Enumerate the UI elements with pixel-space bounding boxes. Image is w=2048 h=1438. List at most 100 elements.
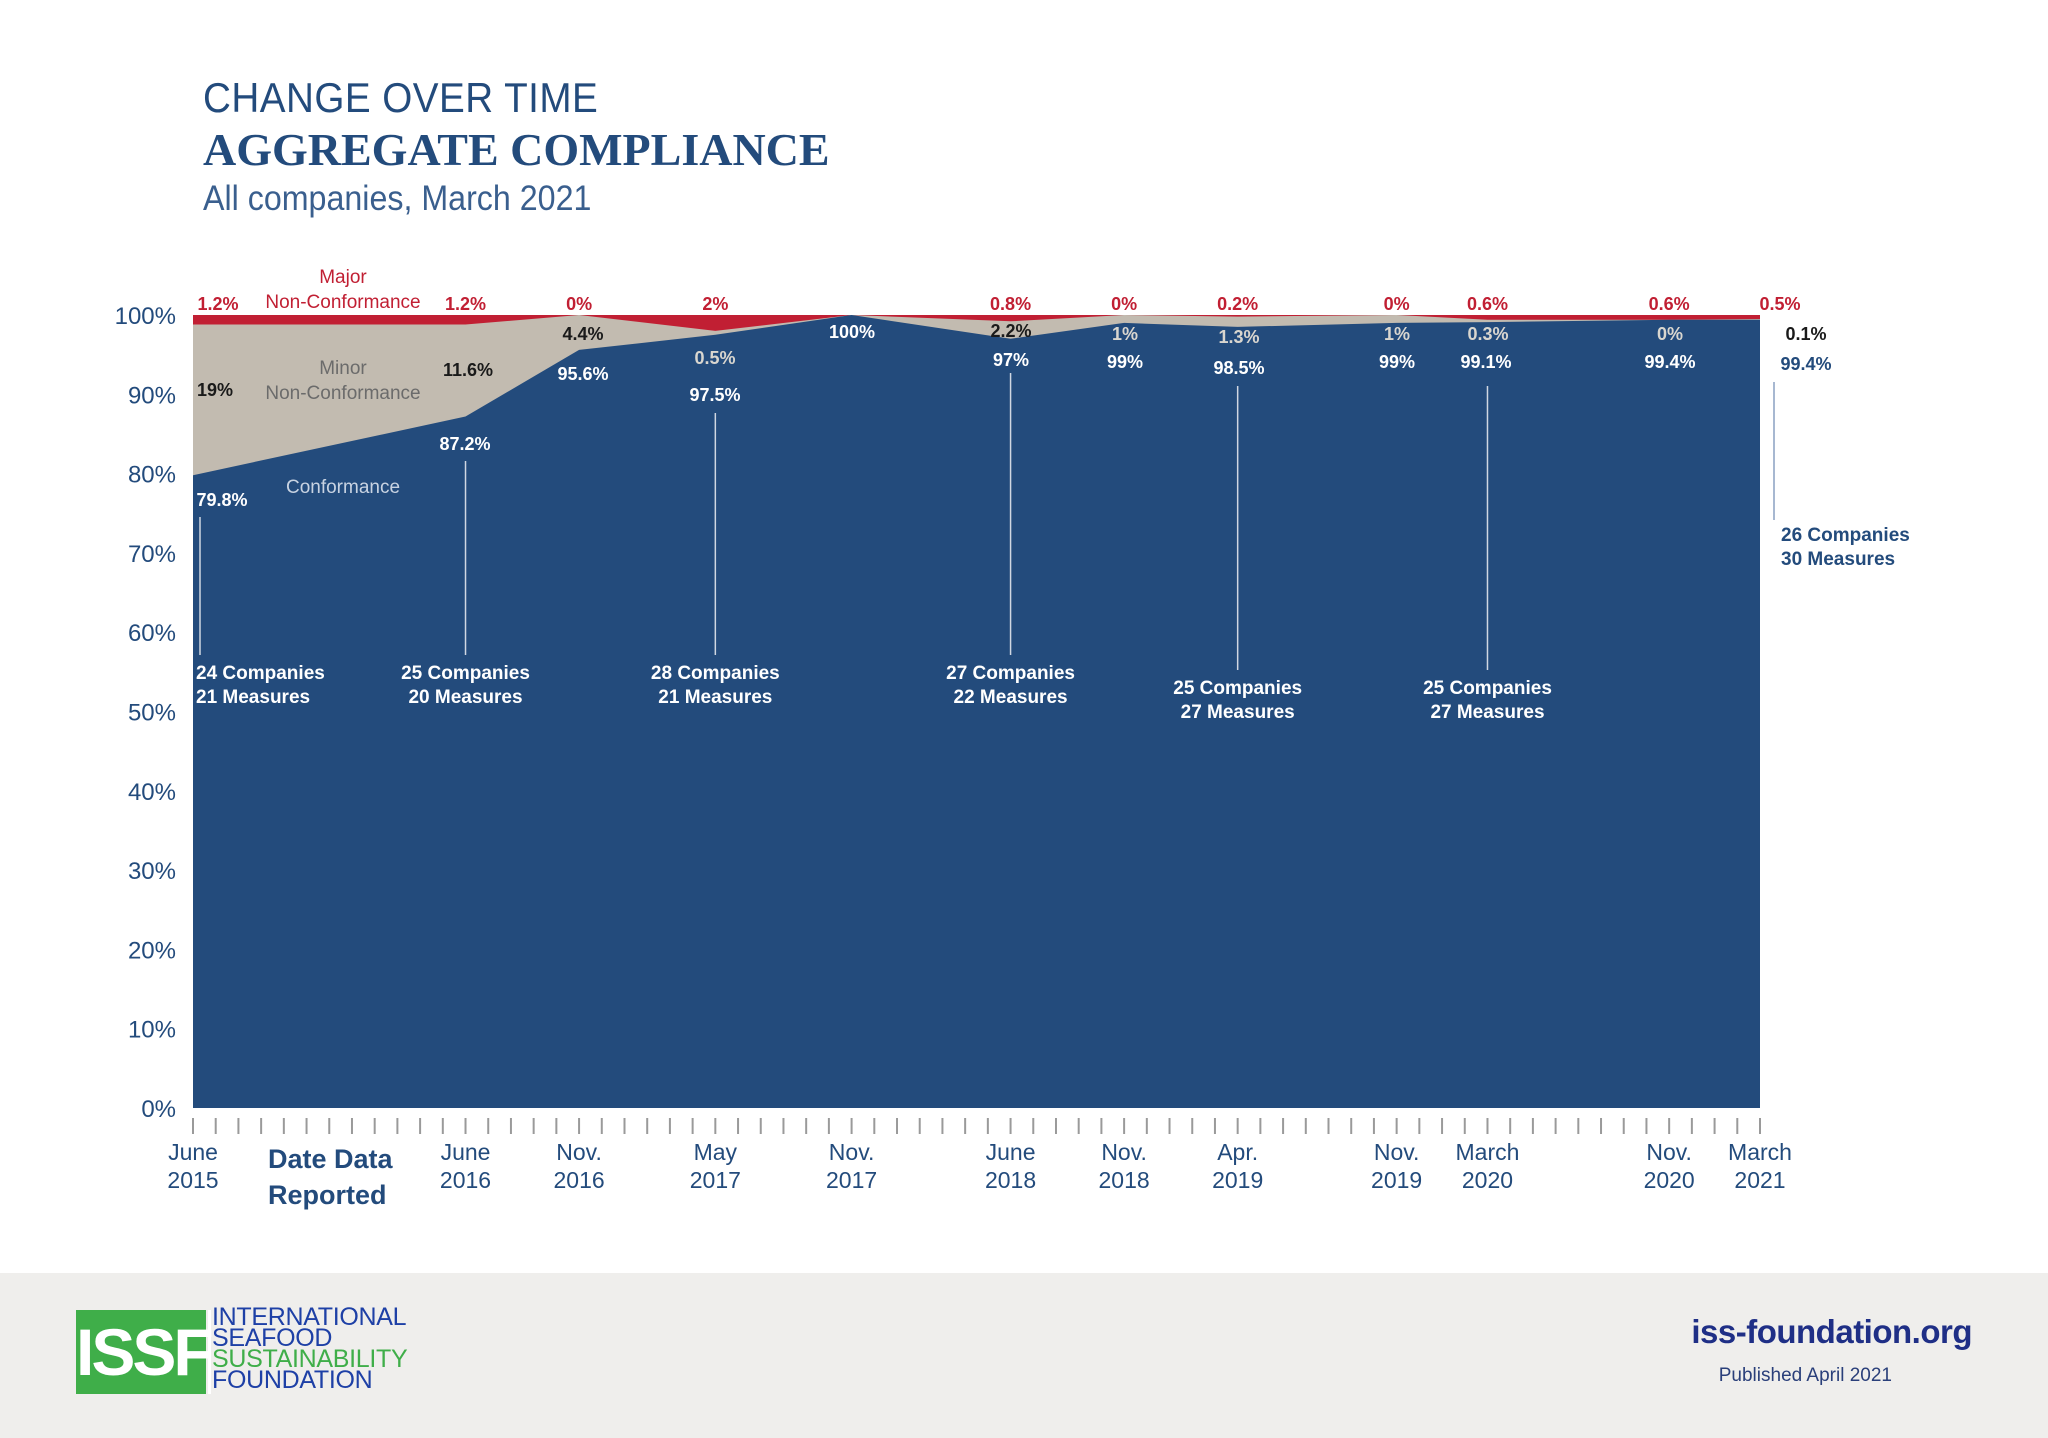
y-tick-label: 90% (128, 382, 176, 409)
minor-value-label: 11.6% (443, 360, 493, 380)
y-tick-label: 40% (128, 779, 176, 806)
x-tick-label: May (694, 1139, 738, 1165)
issf-logo-text: ISSF (76, 1315, 214, 1389)
annotation-label: 21 Measures (196, 687, 310, 708)
x-tick-label: March (1456, 1139, 1520, 1165)
conformance-value-label: 99% (1379, 352, 1415, 372)
x-tick-label: 2019 (1371, 1167, 1422, 1193)
annotation-label: 30 Measures (1781, 549, 1895, 570)
x-tick-label: June (168, 1139, 218, 1165)
annotation-label: 25 Companies (1423, 678, 1552, 699)
conformance-value-label: 97% (993, 350, 1029, 370)
y-tick-label: 30% (128, 858, 176, 885)
chart-kicker: CHANGE OVER TIME (203, 74, 599, 121)
x-axis-title: Reported (268, 1180, 387, 1210)
x-tick-label: Nov. (1646, 1139, 1692, 1165)
x-tick-label: 2018 (985, 1167, 1036, 1193)
annotation-label: 28 Companies (651, 663, 780, 684)
annotation-label: 27 Measures (1430, 702, 1544, 723)
logo-word: INTERNATIONAL (212, 1303, 407, 1331)
website-link[interactable]: iss-foundation.org (1691, 1313, 1972, 1350)
chart-subtitle: All companies, March 2021 (203, 179, 592, 218)
y-tick-label: 20% (128, 937, 176, 964)
conformance-value-label: 99.4% (1780, 354, 1831, 374)
major-value-label: 0.5% (1759, 294, 1800, 314)
conformance-value-label: 99.1% (1460, 352, 1511, 372)
x-tick-label: Nov. (1374, 1139, 1420, 1165)
issf-logo-wordmark: INTERNATIONAL SEAFOOD SUSTAINABILITY FOU… (212, 1303, 408, 1393)
major-value-label: 2% (702, 294, 728, 314)
x-tick-label: Nov. (556, 1139, 602, 1165)
annotation-label: 26 Companies (1781, 525, 1910, 546)
x-tick-label: 2016 (553, 1167, 604, 1193)
minor-value-label: 0.1% (1785, 324, 1826, 344)
conformance-value-label: 97.5% (689, 385, 740, 405)
major-value-label: 1.2% (197, 294, 238, 314)
x-tick-label: 2017 (826, 1167, 877, 1193)
annotation-label: 25 Companies (1173, 678, 1302, 699)
annotation-label: 20 Measures (408, 687, 522, 708)
x-tick-label: March (1728, 1139, 1792, 1165)
minor-value-label: 19% (197, 380, 233, 400)
logo-divider (208, 1310, 211, 1394)
minor-value-label: 0.3% (1467, 324, 1508, 344)
annotation-label: 22 Measures (954, 687, 1068, 708)
minor-value-label: 0% (1657, 324, 1683, 344)
minor-value-label: 1% (1384, 324, 1410, 344)
conformance-value-label: 98.5% (1213, 358, 1264, 378)
compliance-area-chart: 0%10%20%30%40%50%60%70%80%90%100%June201… (115, 267, 1910, 1210)
y-tick-label: 100% (115, 303, 176, 330)
issf-logo-mark: ISSF (76, 1310, 214, 1394)
x-tick-label: 2017 (690, 1167, 741, 1193)
major-value-label: 0.6% (1467, 294, 1508, 314)
y-tick-label: 80% (128, 462, 176, 489)
title-block: CHANGE OVER TIME AGGREGATE COMPLIANCE Al… (203, 72, 830, 222)
series-label-major: Non-Conformance (265, 292, 420, 313)
logo-word: SUSTAINABILITY (212, 1345, 408, 1373)
x-tick-label: Apr. (1217, 1139, 1258, 1165)
annotation-label: 24 Companies (196, 663, 325, 684)
minor-value-label: 0.5% (694, 348, 735, 368)
major-value-label: 0% (1384, 294, 1410, 314)
y-tick-label: 10% (128, 1017, 176, 1044)
major-value-label: 0.2% (1217, 294, 1258, 314)
series-label-conformance: Conformance (286, 477, 400, 498)
x-tick-label: 2020 (1462, 1167, 1513, 1193)
y-tick-label: 0% (141, 1096, 176, 1123)
published-date: Published April 2021 (1718, 1365, 1892, 1386)
major-value-label: 0% (1111, 294, 1137, 314)
x-tick-label: 2020 (1644, 1167, 1695, 1193)
conformance-value-label: 100% (829, 322, 875, 342)
y-tick-label: 60% (128, 620, 176, 647)
series-label-minor: Non-Conformance (265, 383, 420, 404)
footer: ISSF INTERNATIONAL SEAFOOD SUSTAINABILIT… (0, 1273, 2048, 1438)
series-label-minor: Minor (319, 358, 367, 379)
major-value-label: 0.6% (1649, 294, 1690, 314)
series-label-major: Major (319, 267, 367, 288)
conformance-value-label: 87.2% (439, 434, 490, 454)
chart-title: AGGREGATE COMPLIANCE (203, 124, 830, 175)
x-tick-label: June (986, 1139, 1036, 1165)
x-tick-label: 2018 (1099, 1167, 1150, 1193)
x-tick-label: 2015 (167, 1167, 218, 1193)
major-value-label: 1.2% (445, 294, 486, 314)
minor-value-label: 4.4% (562, 324, 603, 344)
x-tick-label: June (441, 1139, 491, 1165)
x-tick-label: 2019 (1212, 1167, 1263, 1193)
minor-value-label: 1.3% (1218, 327, 1259, 347)
logo-word: SEAFOOD (212, 1324, 333, 1352)
x-axis-title: Date Data (268, 1144, 394, 1174)
minor-value-label: 1% (1112, 324, 1138, 344)
conformance-area (193, 315, 1760, 1108)
major-value-label: 0% (566, 294, 592, 314)
y-tick-label: 50% (128, 700, 176, 727)
x-tick-label: Nov. (829, 1139, 875, 1165)
x-tick-label: 2021 (1734, 1167, 1785, 1193)
annotation-label: 21 Measures (658, 687, 772, 708)
major-value-label: 0.8% (990, 294, 1031, 314)
conformance-value-label: 99% (1107, 352, 1143, 372)
x-tick-label: 2016 (440, 1167, 491, 1193)
conformance-value-label: 95.6% (557, 364, 608, 384)
conformance-value-label: 99.4% (1644, 352, 1695, 372)
conformance-value-label: 79.8% (196, 490, 247, 510)
